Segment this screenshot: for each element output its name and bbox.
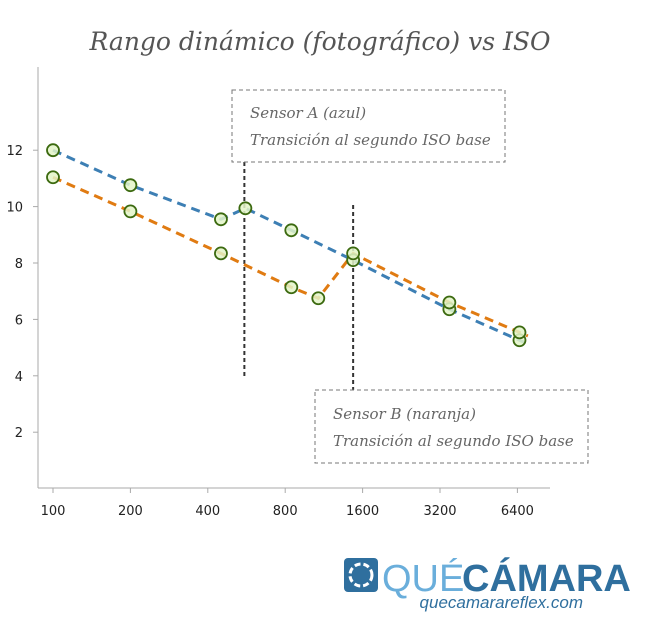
y-tick-label: 8 (15, 257, 23, 272)
aperture-icon (344, 558, 378, 592)
series-orange-point (123, 204, 138, 219)
x-tick-label: 100 (41, 504, 66, 519)
series-orange-point (442, 295, 457, 310)
series-blue-point (214, 212, 228, 227)
series-orange-point (346, 246, 361, 261)
logo-camara: CÁMARA (462, 556, 631, 600)
series-orange-point (311, 291, 326, 306)
y-tick-label: 6 (15, 313, 23, 328)
annotation-b-line2: Transición al segundo ISO base (333, 432, 574, 450)
series-orange-point (214, 246, 228, 261)
logo-que: QUÉ (382, 557, 464, 600)
series-orange-point (46, 170, 60, 185)
x-tick-label: 6400 (501, 504, 534, 519)
x-tick-label: 400 (195, 504, 220, 519)
annotation-a-box (231, 89, 506, 163)
x-tick-label: 800 (273, 504, 298, 519)
aperture-icon-blades (348, 562, 374, 588)
y-tick-label: 12 (6, 144, 23, 159)
y-tick-label: 2 (15, 426, 23, 441)
logo[interactable]: QUÉ CÁMARA quecamarareflex.com (344, 556, 631, 612)
annotation-b-line1: Sensor B (naranja) (333, 405, 476, 423)
series-orange-point (512, 325, 527, 340)
series-blue-point (46, 143, 60, 158)
annotation-a-line2: Transición al segundo ISO base (250, 131, 491, 149)
y-tick-label: 10 (6, 201, 23, 216)
series-orange-point (284, 280, 299, 295)
series-blue-point (284, 223, 299, 238)
y-tick-label: 4 (15, 370, 23, 385)
logo-url: quecamarareflex.com (420, 593, 583, 612)
chart-title: Rango dinámico (fotográfico) vs ISO (89, 27, 551, 56)
series-blue-point (238, 201, 253, 216)
x-tick-label: 200 (118, 504, 143, 519)
series-blue-point (123, 178, 138, 193)
annotation-a-line1: Sensor A (azul) (250, 104, 366, 122)
annotation-b-box (314, 389, 589, 464)
x-tick-label: 1600 (346, 504, 379, 519)
series-blue-line (52, 148, 529, 346)
x-tick-label: 3200 (423, 504, 456, 519)
